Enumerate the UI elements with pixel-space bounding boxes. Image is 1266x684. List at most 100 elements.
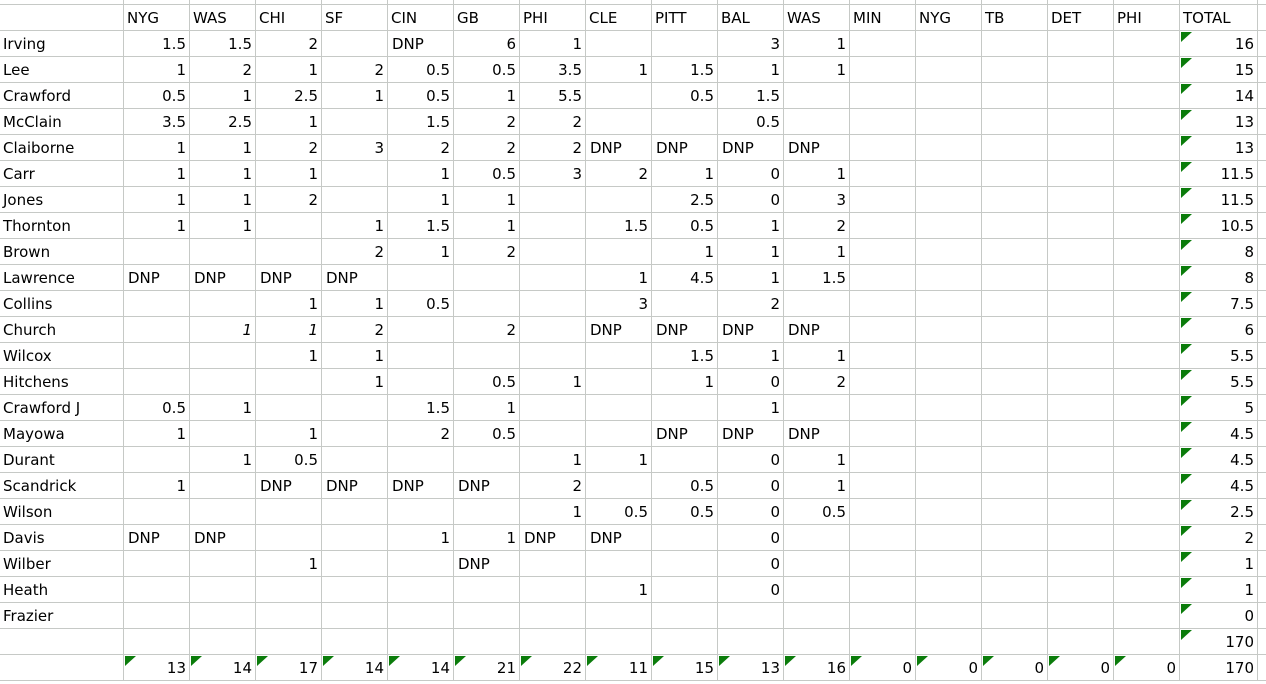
stat-cell[interactable] (1048, 577, 1114, 603)
stat-cell[interactable]: 2 (586, 161, 652, 187)
stat-cell[interactable]: DNP (586, 317, 652, 343)
column-total-cell[interactable]: 15 (652, 655, 718, 681)
stat-cell[interactable] (1114, 421, 1180, 447)
column-total-cell[interactable]: 0 (982, 655, 1048, 681)
stat-cell[interactable] (1114, 187, 1180, 213)
cell[interactable] (652, 0, 718, 5)
player-name-cell[interactable]: Jones (0, 187, 124, 213)
stat-cell[interactable] (256, 239, 322, 265)
cell[interactable] (454, 0, 520, 5)
stat-cell[interactable]: 3 (520, 161, 586, 187)
stat-cell[interactable] (982, 421, 1048, 447)
stat-cell[interactable] (586, 31, 652, 57)
stat-cell[interactable]: 1 (256, 551, 322, 577)
stat-cell[interactable] (1048, 57, 1114, 83)
stat-cell[interactable] (322, 577, 388, 603)
stat-cell[interactable]: 1 (256, 343, 322, 369)
cell[interactable] (1258, 499, 1266, 525)
stat-cell[interactable]: 1 (520, 369, 586, 395)
stat-cell[interactable] (850, 525, 916, 551)
stat-cell[interactable]: 1.5 (124, 31, 190, 57)
player-name-cell[interactable]: Durant (0, 447, 124, 473)
stat-cell[interactable] (520, 395, 586, 421)
stat-cell[interactable] (520, 317, 586, 343)
stat-cell[interactable] (916, 551, 982, 577)
stat-cell[interactable] (586, 421, 652, 447)
stat-cell[interactable] (1048, 421, 1114, 447)
stat-cell[interactable] (454, 447, 520, 473)
stat-cell[interactable]: 1 (652, 239, 718, 265)
stat-cell[interactable] (1114, 343, 1180, 369)
stat-cell[interactable] (1114, 577, 1180, 603)
stat-cell[interactable]: 1 (784, 473, 850, 499)
player-name-cell[interactable]: Collins (0, 291, 124, 317)
stat-cell[interactable] (256, 603, 322, 629)
cell[interactable] (1258, 83, 1266, 109)
stat-cell[interactable]: 0.5 (784, 499, 850, 525)
stat-cell[interactable] (652, 31, 718, 57)
stat-cell[interactable] (916, 317, 982, 343)
stat-cell[interactable] (652, 577, 718, 603)
stat-cell[interactable] (1048, 343, 1114, 369)
stat-cell[interactable]: 6 (454, 31, 520, 57)
stat-cell[interactable]: 1.5 (586, 213, 652, 239)
stat-cell[interactable]: 1 (190, 317, 256, 343)
stat-cell[interactable] (982, 603, 1048, 629)
cell[interactable] (1258, 551, 1266, 577)
stat-cell[interactable]: 1 (718, 57, 784, 83)
stat-cell[interactable]: 2 (322, 57, 388, 83)
stat-cell[interactable] (982, 83, 1048, 109)
stat-cell[interactable] (982, 31, 1048, 57)
cell[interactable] (850, 0, 916, 5)
stat-cell[interactable]: DNP (652, 317, 718, 343)
stat-cell[interactable] (520, 551, 586, 577)
stat-cell[interactable] (388, 499, 454, 525)
stat-cell[interactable] (520, 187, 586, 213)
stat-cell[interactable]: DNP (454, 551, 520, 577)
stat-cell[interactable]: 0.5 (586, 499, 652, 525)
cell[interactable] (982, 0, 1048, 5)
cell[interactable] (1258, 421, 1266, 447)
stat-cell[interactable] (322, 109, 388, 135)
stat-cell[interactable]: 1 (322, 83, 388, 109)
stat-cell[interactable] (1048, 213, 1114, 239)
corner-header-cell[interactable] (0, 5, 124, 31)
stat-cell[interactable] (1048, 239, 1114, 265)
cell[interactable] (124, 0, 190, 5)
stat-cell[interactable]: 1 (586, 57, 652, 83)
player-name-cell[interactable]: Wilson (0, 499, 124, 525)
cell[interactable] (1258, 187, 1266, 213)
stat-cell[interactable]: 0 (718, 473, 784, 499)
cell[interactable] (190, 0, 256, 5)
stat-cell[interactable] (850, 577, 916, 603)
stat-cell[interactable] (520, 239, 586, 265)
stat-cell[interactable] (124, 603, 190, 629)
row-total-cell[interactable]: 15 (1180, 57, 1258, 83)
cell[interactable] (1258, 265, 1266, 291)
column-total-cell[interactable]: 0 (1114, 655, 1180, 681)
stat-cell[interactable] (124, 369, 190, 395)
player-name-cell[interactable]: Mayowa (0, 421, 124, 447)
stat-cell[interactable] (916, 421, 982, 447)
stat-cell[interactable] (916, 213, 982, 239)
opponent-header-cell[interactable]: PITT (652, 5, 718, 31)
cell[interactable] (1258, 291, 1266, 317)
stat-cell[interactable]: 2 (256, 31, 322, 57)
stat-cell[interactable] (190, 239, 256, 265)
player-name-cell[interactable]: Thornton (0, 213, 124, 239)
stat-cell[interactable] (982, 369, 1048, 395)
player-name-cell[interactable]: Lee (0, 57, 124, 83)
stat-cell[interactable] (1114, 135, 1180, 161)
cell[interactable] (1258, 629, 1266, 655)
cell[interactable] (0, 0, 124, 5)
stat-cell[interactable]: DNP (718, 421, 784, 447)
stat-cell[interactable] (850, 473, 916, 499)
stat-cell[interactable] (520, 213, 586, 239)
stat-cell[interactable] (454, 265, 520, 291)
cell[interactable] (718, 0, 784, 5)
stat-cell[interactable] (1114, 317, 1180, 343)
player-name-cell[interactable]: Davis (0, 525, 124, 551)
stat-cell[interactable] (850, 239, 916, 265)
stat-cell[interactable] (850, 109, 916, 135)
stat-cell[interactable]: 2 (388, 421, 454, 447)
